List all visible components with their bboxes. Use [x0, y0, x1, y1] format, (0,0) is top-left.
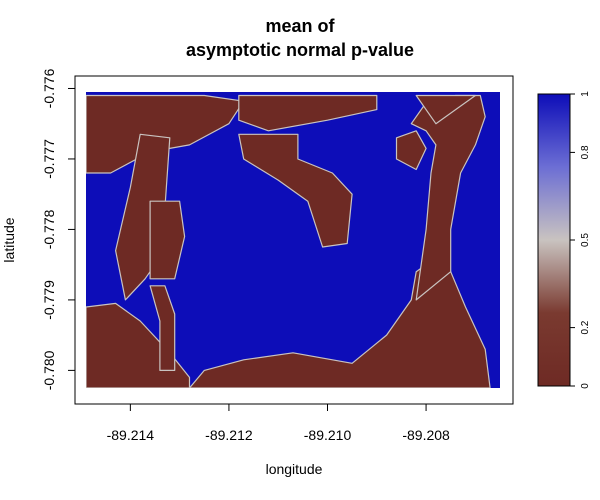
- y-tick-label: -0.780: [41, 350, 57, 390]
- region-bottom-band: [188, 257, 491, 388]
- low-pvalue-regions: [86, 94, 491, 388]
- x-tick-label: -89.214: [107, 427, 155, 443]
- region-top-center-blob: [238, 94, 378, 132]
- y-axis-label: latitude: [1, 217, 17, 262]
- y-tick-label: -0.777: [41, 139, 57, 179]
- chart-title-line-1: mean of: [265, 16, 335, 36]
- x-tick-label: -89.210: [304, 427, 352, 443]
- colorbar-tick-label: 0.5: [580, 233, 591, 247]
- region-top-right-strand: [415, 94, 476, 125]
- y-tick-label: -0.778: [41, 209, 57, 249]
- region-mid-lower-strand: [149, 285, 176, 371]
- y-tick-label: -0.776: [41, 68, 57, 108]
- colorbar-tick-label: 0.8: [580, 145, 591, 159]
- region-left-middle-strand: [149, 200, 186, 280]
- colorbar-ticks: 0 0.2 0.5 0.8 1: [570, 91, 591, 389]
- y-axis: -0.776 -0.777 -0.778 -0.779 -0.780: [41, 68, 76, 390]
- x-tick-label: -89.208: [402, 427, 450, 443]
- x-axis-label: longitude: [266, 461, 323, 477]
- region-top-left-band: [86, 94, 245, 174]
- colorbar-tick-label: 1: [580, 91, 591, 97]
- x-axis: -89.214 -89.212 -89.210 -89.208: [107, 403, 450, 443]
- y-tick-label: -0.779: [41, 280, 57, 320]
- colorbar-tick-label: 0: [580, 383, 591, 389]
- colorbar: 0 0.2 0.5 0.8 1: [537, 91, 591, 389]
- chart-title-line-2: asymptotic normal p-value: [186, 40, 414, 60]
- colorbar-tick-label: 0.2: [580, 320, 591, 334]
- region-center-curve: [238, 133, 353, 248]
- region-right-small-blob: [395, 130, 427, 171]
- region-left-strand: [114, 133, 181, 301]
- plot-area: [74, 75, 514, 405]
- colorbar-gradient: [537, 93, 571, 387]
- x-tick-label: -89.212: [205, 427, 253, 443]
